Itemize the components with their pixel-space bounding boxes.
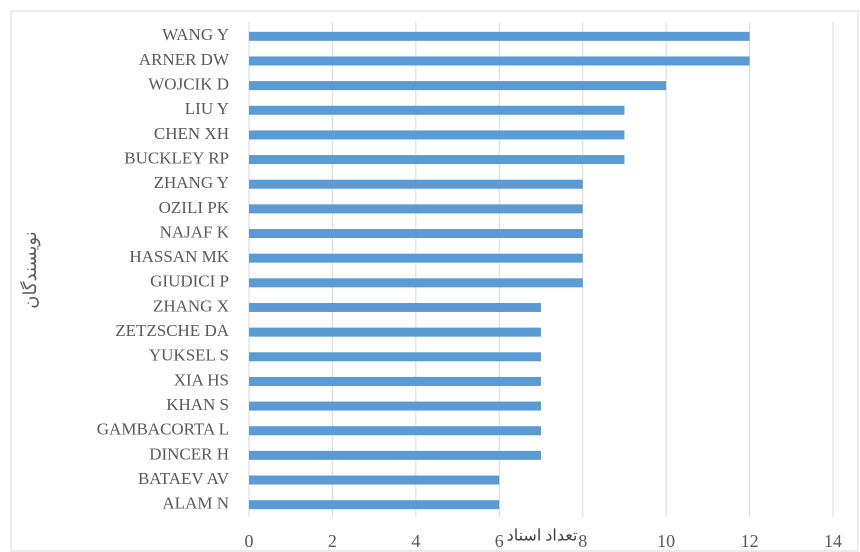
x-tick-label: 14 [824,531,842,551]
bar [249,475,500,485]
y-tick-label: XIA HS [174,370,229,389]
x-tick-label: 2 [328,531,337,551]
bar [249,179,583,189]
y-tick-label: CHEN XH [154,124,229,143]
chart-border [10,10,859,552]
bar [249,401,541,411]
bar [249,376,541,386]
y-tick-label: ZHANG Y [154,173,229,192]
y-tick-label: ZETZSCHE DA [115,321,230,340]
y-tick-label: BATAEV AV [138,469,230,488]
bar [249,130,625,140]
bar [249,31,750,41]
y-tick-label: GIUDICI P [150,272,229,291]
y-tick-label: WOJCIK D [148,75,229,94]
bar [249,500,500,510]
x-tick-label: 8 [578,531,587,551]
bar [249,327,541,337]
bar [249,105,625,115]
x-tick-label: 6 [495,531,504,551]
bar [249,56,750,66]
x-tick-label: 10 [657,531,675,551]
x-axis-label: تعداد اسناد [507,528,578,545]
y-axis-label: نویسندگان [19,231,41,309]
y-tick-label: ARNER DW [139,50,230,69]
y-tick-label: GAMBACORTA L [97,420,229,439]
y-tick-label: ZHANG X [153,296,229,315]
bar [249,204,583,214]
y-tick-label: LIU Y [185,99,229,118]
y-tick-label: BUCKLEY RP [124,148,229,167]
bar [249,302,541,312]
bar [249,278,583,288]
y-tick-label: YUKSEL S [149,346,229,365]
y-tick-label: WANG Y [162,25,229,44]
y-tick-label: ALAM N [162,494,229,513]
x-tick-label: 0 [245,531,254,551]
y-tick-label: DINCER H [149,444,229,463]
bar [249,450,541,460]
y-tick-label: HASSAN MK [129,247,229,266]
x-tick-label: 4 [411,531,420,551]
y-tick-label: OZILI PK [159,198,230,217]
y-tick-label: KHAN S [166,395,229,414]
y-tick-label: NAJAF K [160,222,230,241]
bar [249,352,541,362]
bar [249,426,541,436]
bar [249,81,667,91]
x-tick-label: 12 [741,531,759,551]
bar [249,253,583,263]
bar [249,229,583,239]
bar [249,155,625,165]
